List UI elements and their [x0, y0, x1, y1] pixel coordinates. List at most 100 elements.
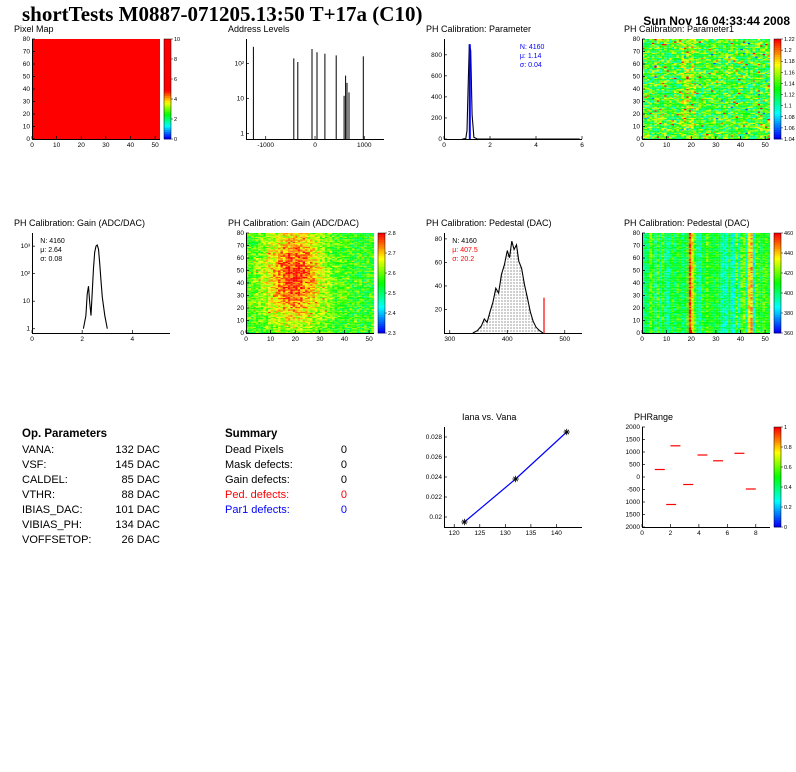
svg-text:10: 10 — [633, 124, 641, 131]
summary-value: 0 — [340, 474, 347, 486]
panel-pedestal-map: PH Calibration: Pedestal (DAC) 0 10 20 30 40… — [618, 218, 796, 352]
summary-row: Gain defects: 0 — [225, 473, 347, 488]
iana-vana-title: Iana vs. Vana — [462, 412, 517, 422]
op-param-row: VSF: 145 DAC — [22, 458, 160, 473]
svg-text:1.22: 1.22 — [784, 37, 795, 43]
svg-text:70: 70 — [23, 49, 31, 56]
svg-text:30: 30 — [102, 142, 110, 149]
svg-text:2: 2 — [488, 142, 492, 149]
svg-text:N: 4160: N: 4160 — [520, 44, 545, 51]
op-param-row: VANA: 132 DAC — [22, 443, 160, 458]
svg-text:0: 0 — [313, 142, 317, 149]
op-param-value: 101 DAC — [115, 504, 160, 516]
summary-value: 0 — [340, 459, 347, 471]
svg-text:70: 70 — [633, 49, 641, 56]
summary-label: Gain defects: — [225, 474, 290, 486]
panel-phrange: PHRange 0 2 4 6 8 2000 1500 1000 500 0 -500 1000 150… — [618, 412, 796, 546]
svg-text:30: 30 — [633, 99, 641, 106]
svg-text:4: 4 — [174, 97, 177, 103]
svg-text:200: 200 — [431, 115, 442, 122]
svg-text:20: 20 — [78, 142, 86, 149]
svg-text:400: 400 — [431, 94, 442, 101]
svg-text:600: 600 — [431, 73, 442, 80]
svg-text:0: 0 — [26, 136, 30, 143]
svg-text:1.08: 1.08 — [784, 115, 795, 121]
op-param-row: VTHR: 88 DAC — [22, 488, 160, 503]
pedestal-hist-title: PH Calibration: Pedestal (DAC) — [426, 218, 552, 228]
svg-text:2: 2 — [174, 117, 177, 123]
svg-text:10²: 10² — [235, 60, 245, 67]
ph-parameter-title: PH Calibration: Parameter — [426, 24, 532, 34]
svg-text:40: 40 — [127, 142, 135, 149]
summary-block: Summary Dead Pixels 0 Mask defects: 0 Gain… — [225, 428, 347, 518]
svg-text:10: 10 — [23, 298, 31, 305]
pixel-map-title: Pixel Map — [14, 24, 54, 34]
svg-text:20: 20 — [633, 111, 641, 118]
panel-pedestal-hist: PH Calibration: Pedestal (DAC) 300 400 500… — [420, 218, 598, 352]
op-param-label: VTHR: — [22, 489, 55, 501]
panel-gain-map: PH Calibration: Gain (ADC/DAC) 0 10 20 30 40… — [222, 218, 400, 352]
svg-text:30: 30 — [23, 99, 31, 106]
op-param-value: 88 DAC — [121, 489, 160, 501]
svg-text:50: 50 — [151, 142, 159, 149]
svg-text:1: 1 — [240, 131, 244, 138]
svg-text:80: 80 — [23, 36, 31, 43]
svg-text:10: 10 — [174, 37, 180, 43]
op-param-label: VOFFSETOP: — [22, 534, 92, 546]
op-param-value: 145 DAC — [115, 459, 160, 471]
panel-iana-vana: Iana vs. Vana 120 125 130 135 140 0.02 0.022 0.… — [420, 412, 598, 546]
svg-text:1.06: 1.06 — [784, 126, 795, 132]
svg-text:50: 50 — [633, 74, 641, 81]
gain-map-title: PH Calibration: Gain (ADC/DAC) — [228, 218, 360, 228]
svg-text:1.18: 1.18 — [784, 59, 795, 65]
svg-text:0: 0 — [640, 142, 644, 149]
svg-text:40: 40 — [737, 142, 745, 149]
phrange-title: PHRange — [634, 412, 674, 422]
summary-value: 0 — [340, 444, 347, 456]
svg-text:20: 20 — [688, 142, 696, 149]
ph-parameter1-map-chart: 0 10 20 30 40 50 0 10 20 30 40 50 60 70 80 1.22 1.2 1.18 1… — [633, 36, 795, 149]
svg-text:0: 0 — [174, 137, 177, 143]
op-param-row: IBIAS_DAC: 101 DAC — [22, 503, 160, 518]
gain-hist-title: PH Calibration: Gain (ADC/DAC) — [14, 218, 146, 228]
op-param-label: VSF: — [22, 459, 47, 471]
svg-text:2: 2 — [80, 336, 84, 343]
svg-text:1: 1 — [26, 326, 30, 333]
op-param-value: 134 DAC — [115, 519, 160, 531]
svg-text:800: 800 — [431, 52, 442, 59]
svg-text:1.2: 1.2 — [784, 48, 792, 54]
svg-text:1.04: 1.04 — [784, 137, 795, 143]
summary-row: Mask defects: 0 — [225, 458, 347, 473]
svg-text:1.16: 1.16 — [784, 70, 795, 76]
op-param-value: 132 DAC — [115, 444, 160, 456]
svg-text:10: 10 — [663, 142, 671, 149]
svg-text:4: 4 — [534, 142, 538, 149]
summary-value: 0 — [340, 489, 347, 501]
summary-row: Par1 defects: 0 — [225, 503, 347, 518]
op-param-row: CALDEL: 85 DAC — [22, 473, 160, 488]
svg-text:1.12: 1.12 — [784, 93, 795, 99]
svg-text:σ: 0.08: σ: 0.08 — [40, 256, 62, 263]
svg-text:6: 6 — [580, 142, 584, 149]
svg-text:0: 0 — [636, 136, 640, 143]
address-levels-title: Address Levels — [228, 24, 290, 34]
op-param-label: VIBIAS_PH: — [22, 519, 82, 531]
svg-text:40: 40 — [23, 86, 31, 93]
op-param-value: 85 DAC — [121, 474, 160, 486]
summary-row: Ped. defects: 0 — [225, 488, 347, 503]
svg-text:-1000: -1000 — [257, 142, 274, 149]
op-param-row: VOFFSETOP: 26 DAC — [22, 533, 160, 548]
svg-text:0: 0 — [30, 336, 34, 343]
op-param-row: VIBIAS_PH: 134 DAC — [22, 518, 160, 533]
pedestal-map-title: PH Calibration: Pedestal (DAC) — [624, 218, 750, 228]
phrange-chart: 0 2 4 6 82000150010005000-50010001500200010.… — [626, 424, 792, 537]
svg-text:60: 60 — [23, 61, 31, 68]
address-levels-chart: -1000 0 1000 1 10 10² — [235, 39, 384, 149]
panel-ph-parameter: PH Calibration: Parameter 0 2 4 6 0 200 400 600… — [420, 24, 598, 158]
svg-text:10: 10 — [237, 96, 245, 103]
svg-text:40: 40 — [633, 86, 641, 93]
